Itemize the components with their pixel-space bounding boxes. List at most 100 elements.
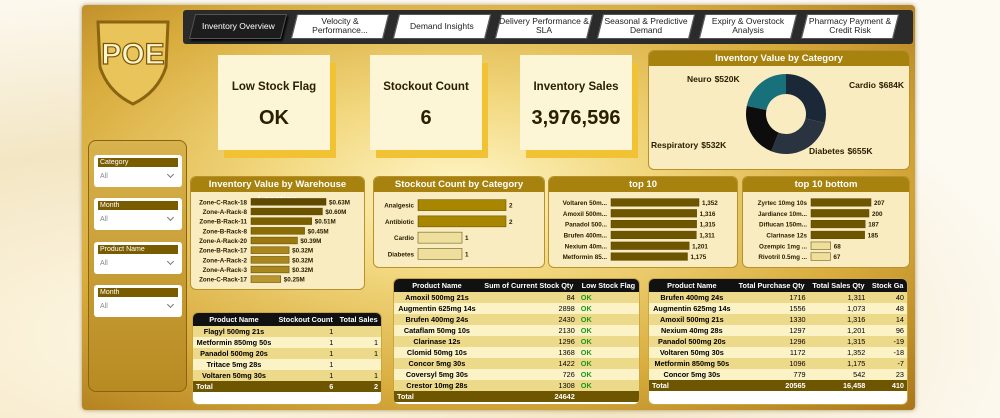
bar bbox=[810, 252, 831, 261]
logo-shield bbox=[96, 20, 170, 106]
bar-category: Rivotril 0.5mg ... bbox=[758, 254, 807, 261]
table-cell: 1 bbox=[274, 370, 337, 381]
bar-category: Zone-C-Rack-18 bbox=[199, 199, 247, 206]
kpi-card: Inventory Sales 3,976,596 bbox=[520, 55, 632, 150]
filter-chevron bbox=[166, 257, 175, 266]
bar-category: Voltaren 50m... bbox=[563, 200, 608, 207]
nav-tab[interactable]: Delivery Performance & SLA bbox=[494, 14, 594, 39]
bar bbox=[250, 246, 290, 254]
tab-label: Velocity & Performance... bbox=[312, 16, 368, 36]
bar bbox=[610, 198, 700, 207]
table-cell: 1 bbox=[274, 337, 337, 348]
table-cell: 6 bbox=[274, 381, 337, 392]
table-row: Amoxil 500mg 21s 1330 1,316 14 bbox=[649, 314, 907, 325]
table-cell: -19 bbox=[868, 336, 907, 347]
nav-tab[interactable]: Seasonal & Predictive Demand bbox=[596, 14, 696, 39]
bar bbox=[610, 241, 690, 250]
table-cell: OK bbox=[577, 336, 639, 347]
filter-dropdown[interactable]: Product Name All bbox=[94, 242, 182, 274]
bar bbox=[417, 231, 463, 244]
filter-dropdown[interactable]: Month All bbox=[94, 285, 182, 317]
table-row: Metformin 850mg 50s 1 1 bbox=[193, 337, 381, 348]
table-cell: 1,316 bbox=[808, 314, 869, 325]
nav-tab[interactable]: Demand Insights bbox=[392, 14, 492, 39]
table-cell: OK bbox=[577, 325, 639, 336]
bar-category: Zone-B-Rack-11 bbox=[199, 219, 247, 226]
bar-value-label: $0.51M bbox=[315, 219, 336, 226]
bar-category: Zone-A-Rack-8 bbox=[203, 209, 248, 216]
table-cell: Cataflam 50mg 10s bbox=[394, 325, 480, 336]
table-cell: Clomid 50mg 10s bbox=[394, 347, 480, 358]
table-cell: 1368 bbox=[479, 347, 578, 358]
table-cell: Voltaren 50mg 30s bbox=[193, 370, 275, 381]
chart-plot: Zone-C-Rack-18 $0.63M Zone-A-Rack-8 $0.60M Z… bbox=[199, 198, 350, 284]
kpi-value: OK bbox=[259, 107, 289, 129]
chart-plot: Cardio $684K Diabetes $655K Respiratory $532K… bbox=[651, 74, 905, 156]
table-row: Voltaren 50mg 30s 1 1 bbox=[193, 370, 381, 381]
table-cell: 1,175 bbox=[808, 358, 869, 369]
bar-category: Metformin 85... bbox=[563, 254, 608, 261]
bar-value-label: $0.25M bbox=[284, 277, 305, 284]
bar bbox=[810, 241, 831, 250]
slice-label: Respiratory $532K bbox=[651, 140, 727, 150]
table-cell: 14 bbox=[868, 314, 907, 325]
nav-tab[interactable]: Velocity & Performance... bbox=[290, 14, 390, 39]
table-cell: 1,315 bbox=[808, 336, 869, 347]
table-cell: 410 bbox=[868, 380, 907, 391]
table-cell: 48 bbox=[868, 303, 907, 314]
bar bbox=[250, 198, 327, 206]
bar bbox=[810, 198, 872, 207]
bar bbox=[250, 265, 290, 274]
slice-label: Neuro $520K bbox=[687, 74, 740, 84]
column-header: Stockout Count bbox=[274, 313, 337, 326]
table-cell: Tritace 5mg 28s bbox=[193, 359, 275, 370]
slice-value: $520K bbox=[715, 74, 741, 84]
table-row: Augmentin 625mg 14s 1556 1,073 48 bbox=[649, 303, 907, 314]
total-row: Total 20565 16,458 410 bbox=[649, 380, 907, 391]
table-cell: 1 bbox=[336, 348, 381, 359]
table-cell: 1308 bbox=[479, 380, 578, 391]
table-row: Panadol 500mg 20s 1296 1,315 -19 bbox=[649, 336, 907, 347]
chart-title: Inventory Value by Warehouse Location bbox=[191, 177, 364, 205]
filter-chevron bbox=[166, 213, 175, 222]
table-cell: 1330 bbox=[734, 314, 809, 325]
table-cell: Voltaren 50mg 30s bbox=[649, 347, 735, 358]
table-cell: Brufen 400mg 24s bbox=[649, 292, 735, 303]
table-cell: 2130 bbox=[479, 325, 578, 336]
kpi-card: Low Stock Flag OK bbox=[218, 55, 330, 150]
bar-value-label: 1 bbox=[465, 251, 469, 258]
nav-tab[interactable]: Expiry & Overstock Analysis bbox=[698, 14, 798, 39]
table-cell: Nexium 40mg 28s bbox=[649, 325, 735, 336]
table-cell: Augmentin 625mg 14s bbox=[649, 303, 735, 314]
bar-category: Jardiance 10m... bbox=[758, 211, 807, 218]
table-cell bbox=[577, 391, 639, 402]
bar bbox=[250, 217, 312, 225]
column-header: Sum of Current Stock Qty bbox=[479, 279, 578, 292]
column-header: Total Purchase Qty bbox=[734, 279, 809, 292]
bar-category: Analgesic bbox=[384, 203, 414, 210]
table-row: Metformin 850mg 50s 1096 1,175 -7 bbox=[649, 358, 907, 369]
tab-label: Pharmacy Payment & Credit Risk bbox=[808, 16, 892, 36]
bar-value-label: $0.32M bbox=[292, 267, 313, 274]
table: Product Name Stockout Count Total Sales Fla… bbox=[193, 313, 381, 392]
bar-category: Diflucan 150m... bbox=[759, 222, 807, 229]
table-cell: 84 bbox=[479, 292, 578, 303]
bar-category: Zone-B-Rack-8 bbox=[203, 228, 248, 235]
table-cell: Brufen 400mg 24s bbox=[394, 314, 480, 325]
slice-value: $684K bbox=[879, 80, 905, 90]
filter-label: Month bbox=[98, 201, 178, 210]
table-cell: Clarinase 12s bbox=[394, 336, 480, 347]
nav-tab[interactable]: Pharmacy Payment & Credit Risk bbox=[800, 14, 900, 39]
filter-dropdown[interactable]: Month All bbox=[94, 198, 182, 230]
table-cell: OK bbox=[577, 314, 639, 325]
table-cell: Metformin 850mg 50s bbox=[649, 358, 735, 369]
table-row: Concor 5mg 30s 779 542 23 bbox=[649, 369, 907, 380]
table-cell: Concor 5mg 30s bbox=[394, 358, 480, 369]
filter-dropdown[interactable]: Category All bbox=[94, 155, 182, 187]
column-header: Total Sales bbox=[336, 313, 381, 326]
table-cell: Panadol 500mg 20s bbox=[193, 348, 275, 359]
chart-card: Inventory Value by Category Cardio $684K Di… bbox=[648, 50, 910, 170]
nav-tab[interactable]: Inventory Overview bbox=[188, 14, 288, 39]
kpi-label: Low Stock Flag bbox=[231, 81, 317, 93]
header-row: Product Name Sum of Current Stock Qty Low … bbox=[394, 279, 639, 292]
